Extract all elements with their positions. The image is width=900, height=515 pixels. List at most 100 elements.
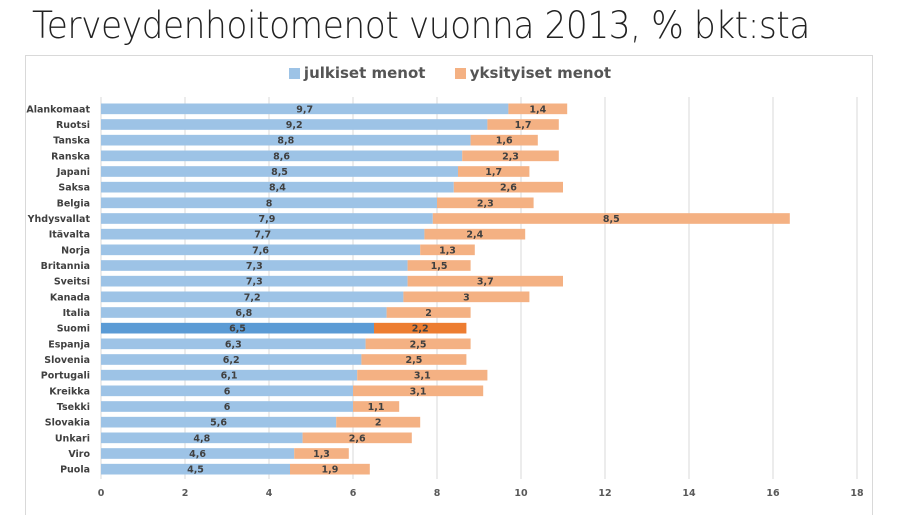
data-label-private: 2,3 — [477, 198, 494, 209]
bar-private — [353, 385, 484, 397]
data-label-private: 1,4 — [529, 104, 546, 115]
category-label: Viro — [68, 449, 90, 460]
category-label: Yhdysvallat — [27, 214, 91, 225]
bar-private — [407, 260, 471, 271]
category-labels: Alankomaat Ruotsi Tanska Ranska Japani Saksa B… — [26, 104, 90, 475]
x-tick-label: 6 — [350, 488, 357, 499]
category-label: Alankomaat — [26, 104, 90, 115]
data-label-private: 3,1 — [410, 386, 427, 397]
legend: julkiset menot yksityiset menot — [0, 64, 900, 83]
bar-public — [101, 354, 362, 365]
bar-private — [374, 322, 467, 334]
data-label-private: 1,7 — [515, 120, 532, 131]
data-label-private: 2,5 — [405, 355, 422, 366]
bar-public — [101, 197, 437, 209]
bar-private — [453, 181, 563, 193]
category-label: Kanada — [50, 292, 90, 303]
data-label-public: 8,4 — [269, 183, 286, 194]
category-label: Espanja — [48, 339, 90, 350]
data-label-public: 8 — [266, 198, 273, 209]
chart-frame — [25, 55, 873, 515]
data-label-private: 3,1 — [414, 371, 431, 382]
data-label-public: 8,8 — [277, 136, 294, 147]
bar-public — [101, 260, 408, 271]
data-label-public: 6,8 — [235, 308, 252, 319]
category-label: Italia — [63, 308, 90, 319]
data-label-private: 1,5 — [431, 261, 448, 272]
data-label-public: 7,6 — [252, 245, 269, 256]
bar-private — [361, 354, 467, 365]
data-label-private: 3,7 — [477, 277, 494, 288]
bar-private — [386, 307, 471, 318]
bar-private — [432, 213, 790, 224]
bar-private — [420, 244, 475, 256]
data-label-private: 2,5 — [410, 339, 427, 350]
bar-public — [101, 134, 471, 146]
category-label: Puola — [60, 465, 90, 476]
bar-private — [336, 416, 421, 428]
category-label: Ruotsi — [56, 120, 90, 131]
bar-public — [101, 244, 421, 256]
category-label: Ranska — [51, 151, 90, 162]
bar-public — [101, 385, 353, 397]
x-tick-label: 2 — [182, 488, 189, 499]
bar-public — [101, 275, 408, 287]
category-label: Norja — [61, 245, 90, 256]
bar-private — [365, 338, 471, 350]
bar-public — [101, 291, 404, 303]
bar-private — [487, 119, 559, 130]
bar-private — [294, 448, 349, 459]
bar-public — [101, 416, 337, 428]
x-tick-label: 16 — [766, 488, 780, 499]
bar-public — [101, 213, 433, 224]
category-label: Belgia — [57, 198, 90, 209]
bar-private — [357, 369, 488, 381]
data-labels: 9,7 1,4 9,2 1,7 8,8 1,6 8,6 2,3 8,5 1,7 8,4 2,6 8 2,3… — [187, 104, 620, 475]
bar-public — [101, 369, 358, 381]
data-label-private: 2 — [425, 308, 432, 319]
bar-public — [101, 150, 463, 162]
data-label-public: 6,1 — [221, 371, 238, 382]
category-label: Itävalta — [49, 230, 90, 241]
x-tick-label: 4 — [266, 488, 273, 499]
bar-private — [508, 103, 568, 115]
legend-label-private: yksityiset menot — [469, 64, 612, 82]
bar-public — [101, 103, 509, 115]
legend-swatch-private — [454, 67, 466, 79]
bar-private — [407, 275, 563, 287]
bar-private — [290, 463, 370, 475]
data-label-private: 2,6 — [349, 433, 366, 444]
data-label-private: 1,7 — [485, 167, 502, 178]
data-label-private: 2,6 — [500, 183, 517, 194]
data-label-private: 2,4 — [466, 230, 483, 241]
data-label-public: 7,7 — [254, 230, 271, 241]
category-label: Sveitsi — [54, 277, 90, 288]
data-label-public: 7,3 — [246, 261, 263, 272]
data-label-private: 2,2 — [412, 324, 429, 335]
data-label-public: 7,9 — [258, 214, 275, 225]
category-label: Tanska — [53, 136, 90, 147]
category-label: Slovakia — [45, 418, 90, 429]
data-label-public: 7,3 — [246, 277, 263, 288]
data-label-public: 5,6 — [210, 418, 227, 429]
x-tick-label: 12 — [598, 488, 611, 499]
bar-public — [101, 307, 387, 318]
data-label-public: 4,5 — [187, 465, 204, 476]
bars — [101, 103, 790, 475]
data-label-private: 2 — [375, 418, 382, 429]
legend-swatch-public — [288, 67, 300, 79]
category-label: Kreikka — [49, 386, 90, 397]
bar-private — [353, 401, 400, 412]
category-label: Suomi — [57, 324, 90, 335]
x-tick-label: 10 — [514, 488, 528, 499]
data-label-public: 4,6 — [189, 449, 206, 460]
data-label-private: 1,6 — [496, 136, 513, 147]
data-label-private: 3 — [463, 292, 470, 303]
bar-public — [101, 228, 425, 240]
data-label-private: 1,3 — [439, 245, 456, 256]
data-label-public: 6 — [224, 386, 231, 397]
legend-item-private: yksityiset menot — [454, 64, 612, 82]
legend-item-public: julkiset menot — [288, 64, 425, 82]
category-label: Japani — [56, 167, 90, 178]
